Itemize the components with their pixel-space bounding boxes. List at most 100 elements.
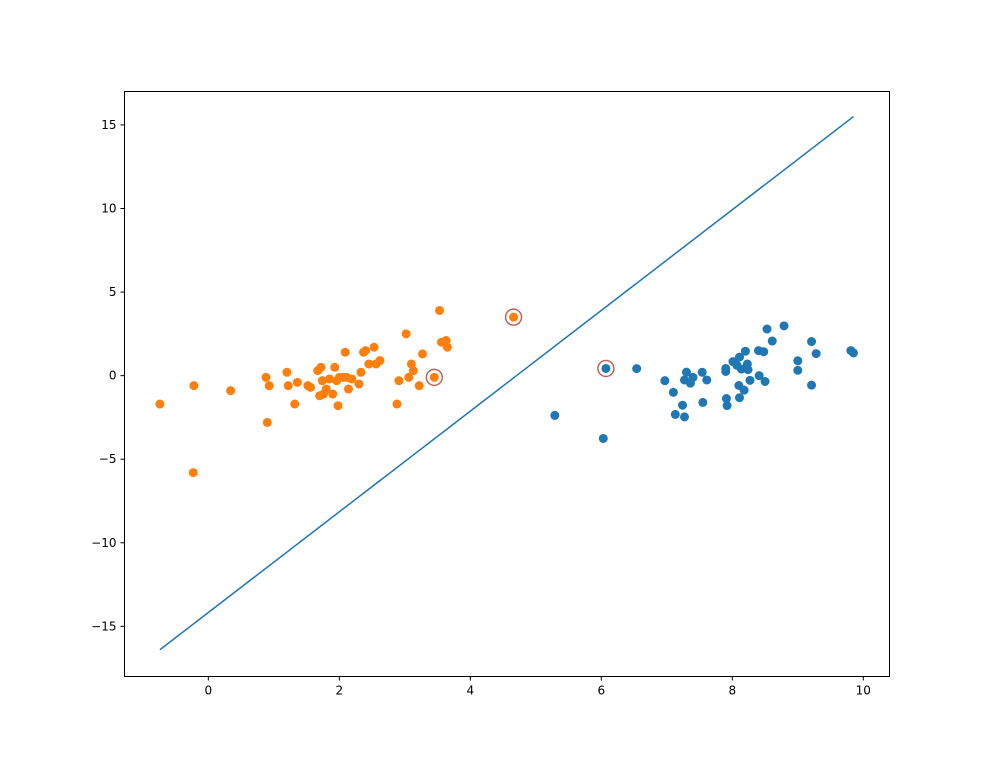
y-tick-label: −5 [99,452,117,466]
scatter-point [189,381,199,391]
scatter-point [441,336,451,346]
scatter-point [292,377,302,387]
scatter-point [155,399,165,409]
scatter-point [745,375,755,385]
scatter-point [330,362,340,372]
scatter-point [306,382,316,392]
scatter-point [739,385,749,395]
decision-line [159,115,854,651]
x-tick-label: 10 [856,684,871,698]
scatter-point [722,401,732,411]
series-layer [155,305,858,478]
support-vector-ring [425,368,444,387]
scatter-point [735,393,745,403]
scatter-point [356,367,366,377]
scatter-point [550,410,560,420]
scatter-point [401,329,411,339]
scatter-point [404,372,414,382]
y-axis: −15 −10 −5 0 5 10 15 [91,118,125,633]
scatter-point [762,324,772,334]
plot-area-frame [124,91,890,677]
scatter-point [670,409,680,419]
scatter-point [408,366,418,376]
x-tick-label: 8 [728,684,736,698]
scatter-point [779,321,789,331]
scatter-point [759,347,769,357]
y-tick-label: 10 [101,202,116,216]
scatter-point [660,376,670,386]
scatter-point [736,364,746,374]
x-axis: 0 2 4 6 8 10 [205,676,871,698]
y-tick-label: −15 [91,619,116,633]
scatter-point [354,379,364,389]
scatter-point [325,374,335,384]
scatter-point [735,352,745,362]
scatter-point [364,359,374,369]
scatter-point [321,384,331,394]
scatter-point [721,363,731,373]
scatter-point [754,371,764,381]
scatter-point [226,386,236,396]
series-0 [550,321,858,443]
scatter-point [317,376,327,386]
scatter-point [848,348,858,358]
x-tick-label: 0 [205,684,213,698]
scatter-point [343,384,353,394]
scatter-point [688,372,698,382]
scatter-point [290,399,300,409]
scatter-point [394,376,404,386]
scatter-point [807,337,817,347]
scatter-point [740,346,750,356]
support-vector-ring [504,308,523,326]
scatter-point [442,342,452,352]
y-tick-label: 5 [109,285,117,299]
scatter-point [328,389,338,399]
scatter-point [262,417,272,427]
scatter-point [679,412,689,422]
scatter-point [793,356,803,366]
scatter-point [188,468,198,478]
scatter-point [347,374,357,384]
scatter-point [369,342,379,352]
scatter-point [697,367,707,377]
scatter-point [435,305,445,315]
scatter-point [429,372,439,382]
scatter-point [721,394,731,404]
y-tick-label: −10 [91,536,116,550]
y-tick-label: 15 [101,118,116,132]
scatter-point [793,365,803,375]
support-vector-ring [597,359,615,378]
scatter-point [678,400,688,410]
scatter-point [282,367,292,377]
scatter-point [668,387,678,397]
series-1 [155,305,519,478]
scatter-point [767,336,777,346]
scatter-point [598,433,608,443]
scatter-point [681,367,691,377]
scatter-point [698,397,708,407]
scatter-point [283,381,293,391]
support-vector-layer [425,308,615,387]
scatter-point [375,356,385,366]
y-tick-label: 0 [109,369,117,383]
scatter-point [361,346,371,356]
scatter-point [702,375,712,385]
scatter-point [333,401,343,411]
scatter-point [601,363,611,373]
scatter-point [632,364,642,374]
scatter-point [743,365,753,375]
decision-line-layer [159,115,854,651]
scatter-point [316,362,326,372]
x-tick-label: 2 [336,684,344,698]
scatter-point [261,372,271,382]
scatter-point [418,349,428,359]
x-tick-label: 4 [467,684,475,698]
scatter-point [811,349,821,359]
scatter-point [340,347,350,357]
scatter-point [264,381,274,391]
scatter-point [760,376,770,386]
scatter-point [392,399,402,409]
scatter-point [509,312,519,322]
